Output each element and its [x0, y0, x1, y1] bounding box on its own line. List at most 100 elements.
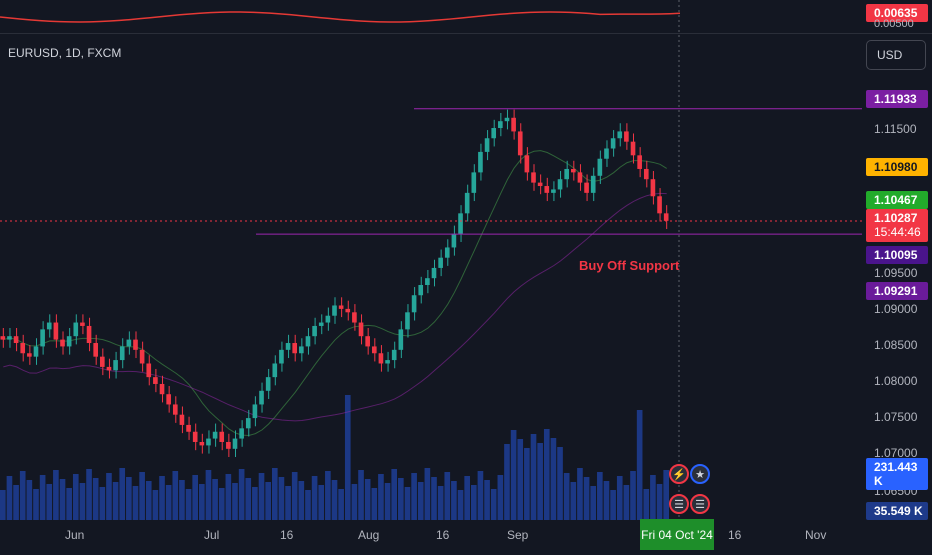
volume-bar — [199, 484, 205, 520]
volume-bar — [457, 490, 464, 520]
candle-body — [53, 322, 59, 340]
us-flag-icon[interactable]: ☰ — [669, 494, 689, 514]
candle-body — [219, 431, 225, 442]
volume-bar — [391, 469, 398, 520]
volume-bar — [451, 481, 457, 520]
volume-bar — [325, 471, 331, 520]
current-date-badge: Fri 04 Oct '24 — [640, 519, 714, 550]
candle-body — [13, 336, 19, 344]
date-tick: Aug — [358, 528, 380, 542]
candle-body — [464, 192, 470, 214]
volume-bar — [278, 477, 285, 520]
ma-price-tag: 1.10467 — [866, 191, 928, 209]
candle-body — [179, 414, 185, 425]
candle-body — [252, 404, 258, 419]
candle-body — [531, 172, 536, 183]
volume-bar — [285, 486, 291, 520]
volume-bar — [46, 484, 53, 520]
volume-bar — [371, 488, 378, 520]
volume-bar — [417, 482, 424, 520]
volume-bar — [311, 476, 318, 520]
volume-bar — [72, 474, 79, 520]
date-tick: Sep — [507, 528, 529, 542]
candle-body — [478, 151, 483, 173]
volume-bar — [318, 485, 325, 520]
candle-body — [199, 441, 205, 446]
volume-bar — [179, 480, 185, 520]
candle-body — [537, 182, 543, 187]
candle-body — [405, 312, 410, 330]
ma-long-price-tag: 1.09291 — [866, 282, 928, 300]
volume-bar — [464, 476, 470, 520]
volume-bar — [338, 489, 344, 520]
volume-bar — [557, 447, 563, 520]
date-tick: 16 — [280, 528, 294, 542]
pane-separator[interactable] — [0, 33, 932, 34]
candle-body — [133, 339, 138, 350]
candle-body — [577, 172, 583, 183]
candle-body — [544, 186, 550, 193]
volume-bar — [258, 473, 265, 520]
volume-bar — [39, 475, 46, 520]
candle-body — [259, 390, 264, 405]
candle-body — [451, 233, 457, 248]
candle-body — [663, 213, 669, 221]
candle-body — [498, 121, 503, 129]
annotation-text[interactable]: Buy Off Support — [579, 258, 680, 273]
symbol-label[interactable]: EURUSD, 1D, FXCM — [8, 46, 122, 60]
volume-bar — [650, 475, 656, 520]
candle-body — [431, 267, 437, 279]
candle-body — [610, 138, 616, 149]
price-tick: 1.08500 — [874, 338, 918, 352]
volume-bar — [0, 490, 6, 520]
volume-bar — [550, 438, 557, 520]
date-tick: Jul — [204, 528, 220, 542]
candle-body — [86, 325, 92, 344]
candle-body — [20, 343, 26, 354]
currency-button[interactable]: USD — [866, 40, 926, 70]
candle-body — [564, 168, 569, 180]
price-tick: 1.09500 — [874, 266, 918, 280]
volume-tag-upper: 231.443 K — [866, 458, 928, 490]
volume-bar — [384, 483, 391, 520]
candle-body — [106, 366, 112, 371]
volume-bar — [192, 475, 199, 520]
lightning-icon[interactable]: ⚡ — [669, 464, 689, 484]
candle-body — [139, 349, 145, 364]
volume-bar — [344, 395, 351, 520]
candle-body — [186, 424, 191, 432]
candle-body — [73, 322, 79, 337]
volume-bar — [26, 480, 33, 520]
last-price-tag: 1.10287 15:44:46 — [866, 209, 928, 242]
price-tick: 1.07000 — [874, 446, 918, 460]
eu-flag-icon[interactable]: ★ — [690, 464, 710, 484]
volume-bar — [159, 476, 165, 520]
us-flag-icon[interactable]: ☰ — [690, 494, 710, 514]
candle-body — [60, 339, 65, 347]
volume-bar — [484, 480, 490, 520]
volume-bar — [510, 430, 517, 520]
volume-bar — [225, 474, 232, 520]
date-tick: Jun — [65, 528, 85, 542]
candle-body — [153, 377, 158, 384]
volume-bar — [126, 477, 132, 520]
candle-body — [66, 336, 72, 347]
last-price-value: 1.10287 — [874, 211, 918, 225]
volume-bar — [630, 471, 636, 520]
candle-body — [206, 438, 211, 446]
price-tick: 1.11500 — [874, 122, 917, 136]
indicator-value-tag: 0.00635 — [866, 4, 928, 22]
volume-bar — [106, 473, 112, 520]
volume-bar — [603, 481, 610, 520]
volume-bar — [112, 482, 119, 520]
candle-body — [584, 182, 589, 193]
volume-bar — [431, 477, 437, 520]
candle-body — [338, 305, 344, 309]
candle-body — [524, 155, 530, 173]
candle-body — [80, 322, 85, 326]
candle-body — [113, 360, 118, 371]
candle-body — [312, 325, 317, 337]
resistance-price-tag: 1.11933 — [866, 90, 928, 108]
